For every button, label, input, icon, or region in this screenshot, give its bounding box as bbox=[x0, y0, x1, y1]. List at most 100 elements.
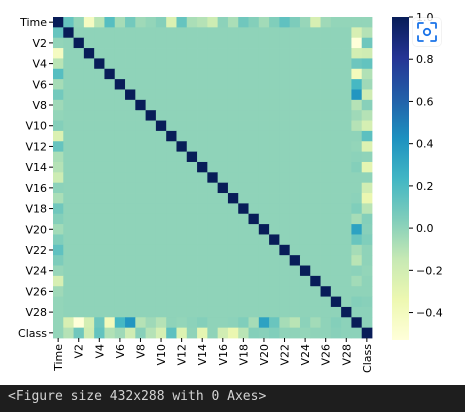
heatmap-cell bbox=[361, 265, 373, 277]
heatmap-cell bbox=[166, 203, 177, 215]
heatmap-cell bbox=[258, 224, 270, 235]
heatmap-cell bbox=[217, 99, 229, 111]
heatmap-cell bbox=[166, 27, 177, 39]
heatmap-cell bbox=[351, 58, 363, 70]
heatmap-cell bbox=[176, 172, 188, 184]
heatmap-cell bbox=[83, 306, 95, 318]
heatmap-cell bbox=[217, 172, 229, 184]
heatmap-cell bbox=[341, 37, 352, 49]
heatmap-cell bbox=[238, 255, 249, 266]
heatmap-cell bbox=[310, 37, 321, 49]
heatmap-cell bbox=[125, 296, 136, 308]
heatmap-cell bbox=[135, 17, 147, 28]
heatmap-cell bbox=[341, 193, 352, 204]
heatmap-cell bbox=[197, 161, 208, 173]
heatmap-cell bbox=[217, 317, 229, 329]
heatmap-cell bbox=[155, 161, 167, 173]
heatmap-cell bbox=[63, 317, 74, 329]
heatmap-cell bbox=[94, 130, 105, 142]
heatmap-cell bbox=[145, 224, 157, 235]
colorbar-tick-label: −0.4 bbox=[416, 307, 443, 320]
heatmap-cell bbox=[53, 161, 64, 173]
heatmap-cell bbox=[289, 58, 301, 70]
heatmap-cell bbox=[341, 286, 352, 297]
heatmap-cell bbox=[197, 58, 208, 70]
heatmap-cell bbox=[248, 17, 260, 28]
heatmap-cell bbox=[341, 130, 352, 142]
heatmap-cell bbox=[269, 161, 280, 173]
x-tick-label: V26 bbox=[320, 344, 333, 366]
heatmap-cell bbox=[73, 296, 85, 308]
heatmap-cell bbox=[238, 27, 249, 39]
heatmap-cell bbox=[176, 224, 188, 235]
heatmap-cell bbox=[258, 265, 270, 277]
focus-mode-button[interactable] bbox=[413, 18, 441, 46]
heatmap-cell bbox=[299, 151, 311, 163]
heatmap-cell bbox=[320, 244, 332, 256]
heatmap-cell bbox=[176, 89, 188, 101]
heatmap-cell bbox=[320, 48, 332, 59]
heatmap-cell bbox=[341, 79, 352, 90]
heatmap-cell bbox=[269, 306, 280, 318]
heatmap-cell bbox=[155, 203, 167, 215]
heatmap-cell bbox=[330, 79, 342, 90]
heatmap-cell bbox=[186, 161, 198, 173]
heatmap-cell bbox=[310, 130, 321, 142]
heatmap-cell bbox=[53, 224, 64, 235]
heatmap-cell bbox=[176, 234, 188, 246]
heatmap-cell bbox=[186, 193, 198, 204]
heatmap-cell bbox=[341, 244, 352, 256]
heatmap-cell bbox=[197, 244, 208, 256]
heatmap-cell bbox=[330, 213, 342, 225]
heatmap-cell bbox=[104, 296, 116, 308]
heatmap-cell bbox=[238, 130, 249, 142]
heatmap-cell bbox=[269, 286, 280, 297]
heatmap-cell bbox=[145, 89, 157, 101]
heatmap-cell bbox=[269, 79, 280, 90]
heatmap-cell bbox=[135, 317, 147, 329]
heatmap-cell bbox=[299, 79, 311, 90]
x-tick-label: V22 bbox=[279, 344, 292, 366]
heatmap-cell bbox=[238, 244, 249, 256]
heatmap-cell bbox=[289, 37, 301, 49]
heatmap-cell bbox=[310, 193, 321, 204]
heatmap-cell bbox=[351, 110, 363, 121]
heatmap-cell bbox=[320, 182, 332, 194]
heatmap-cell bbox=[207, 275, 219, 287]
heatmap-cell bbox=[320, 120, 332, 132]
heatmap-cell bbox=[125, 151, 136, 163]
heatmap-cell bbox=[135, 161, 147, 173]
heatmap-cell bbox=[135, 306, 147, 318]
heatmap-cell bbox=[279, 27, 291, 39]
heatmap-cell bbox=[310, 255, 321, 266]
heatmap-cell bbox=[83, 172, 95, 184]
heatmap-cell bbox=[299, 141, 311, 153]
heatmap-cell bbox=[197, 99, 208, 111]
heatmap-cell bbox=[227, 27, 239, 39]
heatmap-cell bbox=[289, 327, 301, 339]
heatmap-cell bbox=[104, 68, 116, 80]
heatmap-cell bbox=[351, 182, 363, 194]
heatmap-cell bbox=[330, 99, 342, 111]
heatmap-cell bbox=[248, 203, 260, 215]
heatmap-cell bbox=[289, 120, 301, 132]
heatmap-cell bbox=[310, 327, 321, 339]
heatmap-cell bbox=[310, 58, 321, 70]
heatmap-cell bbox=[73, 317, 85, 329]
heatmap-cell bbox=[125, 172, 136, 184]
heatmap-cell bbox=[63, 37, 74, 49]
heatmap-cell bbox=[53, 244, 64, 256]
heatmap-cell bbox=[258, 89, 270, 101]
heatmap-cell bbox=[341, 265, 352, 277]
heatmap-cell bbox=[114, 130, 126, 142]
heatmap-cell bbox=[104, 141, 116, 153]
heatmap-cell bbox=[258, 141, 270, 153]
heatmap-cell bbox=[207, 161, 219, 173]
heatmap-cell bbox=[330, 224, 342, 235]
heatmap-cell bbox=[320, 317, 332, 329]
heatmap-cell bbox=[114, 203, 126, 215]
heatmap-cell bbox=[330, 172, 342, 184]
heatmap-cell bbox=[330, 234, 342, 246]
heatmap-cell bbox=[155, 296, 167, 308]
heatmap-cell bbox=[361, 48, 373, 59]
